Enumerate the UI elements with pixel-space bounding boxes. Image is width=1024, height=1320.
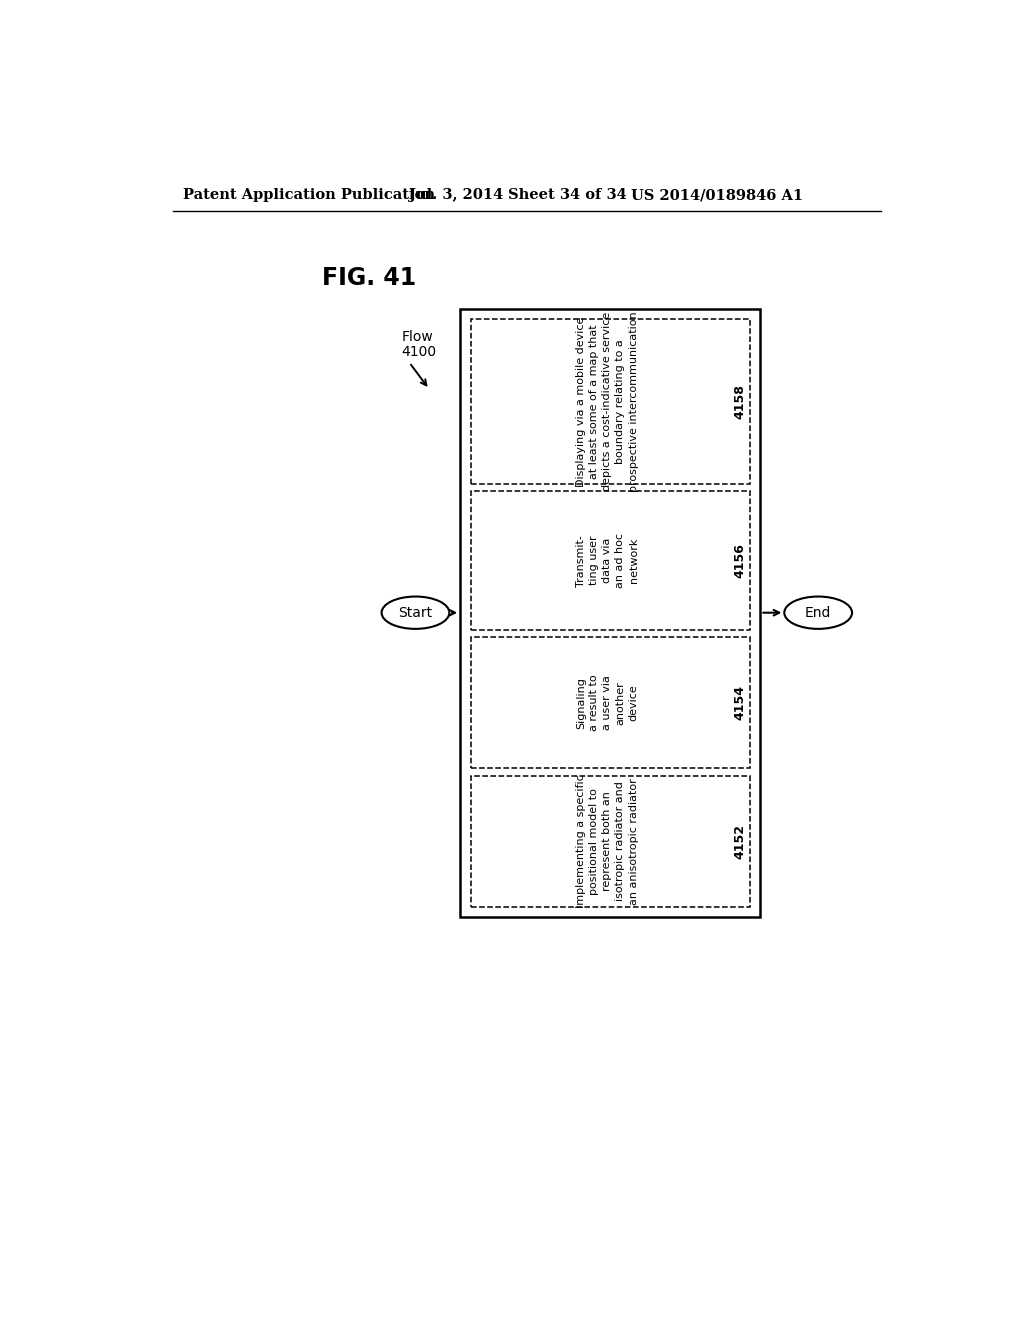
Text: Transmit-
ting user
data via
an ad hoc
network: Transmit- ting user data via an ad hoc n…	[575, 533, 639, 589]
Bar	[471, 638, 750, 768]
Text: 4154: 4154	[734, 685, 746, 721]
Ellipse shape	[382, 597, 450, 628]
Text: 4152: 4152	[734, 824, 746, 859]
Text: Jul. 3, 2014: Jul. 3, 2014	[410, 189, 504, 202]
Ellipse shape	[784, 597, 852, 628]
Bar	[460, 309, 761, 917]
Text: US 2014/0189846 A1: US 2014/0189846 A1	[631, 189, 803, 202]
Text: FIG. 41: FIG. 41	[322, 265, 416, 290]
Bar	[471, 491, 750, 630]
Text: End: End	[805, 606, 831, 619]
Bar	[471, 319, 750, 483]
Text: 4156: 4156	[734, 543, 746, 578]
Text: Flow: Flow	[401, 330, 433, 345]
Text: Sheet 34 of 34: Sheet 34 of 34	[508, 189, 627, 202]
Text: Signaling
a result to
a user via
another
device: Signaling a result to a user via another…	[575, 675, 639, 731]
Text: 4100: 4100	[401, 346, 436, 359]
Text: 4158: 4158	[734, 384, 746, 418]
Bar	[471, 776, 750, 907]
Text: Displaying via a mobile device
at least some of a map that
depicts a cost-indica: Displaying via a mobile device at least …	[575, 312, 639, 492]
Text: Implementing a specific
positional model to
represent both an
isotropic radiator: Implementing a specific positional model…	[575, 775, 639, 908]
Text: Patent Application Publication: Patent Application Publication	[183, 189, 435, 202]
Text: Start: Start	[398, 606, 432, 619]
